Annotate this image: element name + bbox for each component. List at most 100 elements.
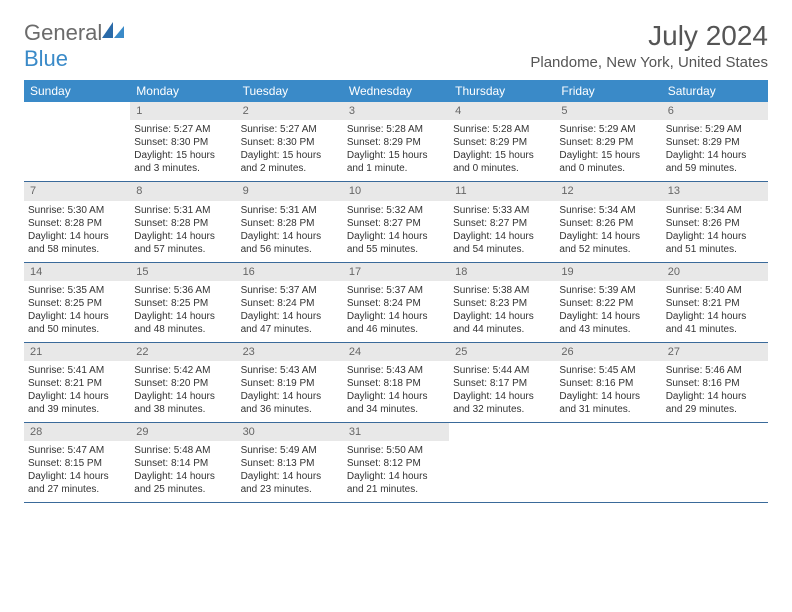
daylight-line: Daylight: 14 hours and 39 minutes. xyxy=(28,390,126,416)
day-body: Sunrise: 5:34 AMSunset: 8:26 PMDaylight:… xyxy=(662,201,768,262)
sunrise-line: Sunrise: 5:27 AM xyxy=(241,123,339,136)
day-body: Sunrise: 5:42 AMSunset: 8:20 PMDaylight:… xyxy=(130,361,236,422)
sunset-line: Sunset: 8:29 PM xyxy=(666,136,764,149)
daylight-line: Daylight: 14 hours and 56 minutes. xyxy=(241,230,339,256)
day-number: 15 xyxy=(130,263,236,281)
daylight-line: Daylight: 14 hours and 43 minutes. xyxy=(559,310,657,336)
sunrise-line: Sunrise: 5:43 AM xyxy=(241,364,339,377)
day-number: 25 xyxy=(449,343,555,361)
day-cell: 17Sunrise: 5:37 AMSunset: 8:24 PMDayligh… xyxy=(343,263,449,342)
day-cell: 2Sunrise: 5:27 AMSunset: 8:30 PMDaylight… xyxy=(237,102,343,181)
day-number: 22 xyxy=(130,343,236,361)
day-body: Sunrise: 5:31 AMSunset: 8:28 PMDaylight:… xyxy=(130,201,236,262)
daylight-line: Daylight: 14 hours and 48 minutes. xyxy=(134,310,232,336)
logo-part1: General xyxy=(24,20,102,45)
sunset-line: Sunset: 8:27 PM xyxy=(347,217,445,230)
month-title: July 2024 xyxy=(530,20,768,52)
logo-text: GeneralBlue xyxy=(24,20,124,72)
sunrise-line: Sunrise: 5:49 AM xyxy=(241,444,339,457)
location: Plandome, New York, United States xyxy=(530,54,768,71)
daylight-line: Daylight: 15 hours and 2 minutes. xyxy=(241,149,339,175)
day-cell: 24Sunrise: 5:43 AMSunset: 8:18 PMDayligh… xyxy=(343,343,449,422)
day-cell: 4Sunrise: 5:28 AMSunset: 8:29 PMDaylight… xyxy=(449,102,555,181)
day-number: 6 xyxy=(662,102,768,120)
sunrise-line: Sunrise: 5:48 AM xyxy=(134,444,232,457)
daylight-line: Daylight: 14 hours and 59 minutes. xyxy=(666,149,764,175)
day-header: Sunday xyxy=(24,80,130,102)
day-cell: 22Sunrise: 5:42 AMSunset: 8:20 PMDayligh… xyxy=(130,343,236,422)
day-cell: 18Sunrise: 5:38 AMSunset: 8:23 PMDayligh… xyxy=(449,263,555,342)
day-cell: 13Sunrise: 5:34 AMSunset: 8:26 PMDayligh… xyxy=(662,182,768,261)
day-cell: 3Sunrise: 5:28 AMSunset: 8:29 PMDaylight… xyxy=(343,102,449,181)
sunset-line: Sunset: 8:20 PM xyxy=(134,377,232,390)
sunrise-line: Sunrise: 5:38 AM xyxy=(453,284,551,297)
daylight-line: Daylight: 15 hours and 0 minutes. xyxy=(453,149,551,175)
calendar-page: GeneralBlue July 2024 Plandome, New York… xyxy=(0,0,792,523)
sunset-line: Sunset: 8:15 PM xyxy=(28,457,126,470)
week-row: 7Sunrise: 5:30 AMSunset: 8:28 PMDaylight… xyxy=(24,182,768,262)
day-cell: 30Sunrise: 5:49 AMSunset: 8:13 PMDayligh… xyxy=(237,423,343,502)
daylight-line: Daylight: 14 hours and 25 minutes. xyxy=(134,470,232,496)
day-number: 28 xyxy=(24,423,130,441)
sunrise-line: Sunrise: 5:37 AM xyxy=(241,284,339,297)
daylight-line: Daylight: 14 hours and 27 minutes. xyxy=(28,470,126,496)
day-number: 12 xyxy=(555,182,661,200)
sunset-line: Sunset: 8:28 PM xyxy=(241,217,339,230)
sunset-line: Sunset: 8:28 PM xyxy=(28,217,126,230)
sunrise-line: Sunrise: 5:47 AM xyxy=(28,444,126,457)
day-cell: 1Sunrise: 5:27 AMSunset: 8:30 PMDaylight… xyxy=(130,102,236,181)
day-number: 2 xyxy=(237,102,343,120)
sunrise-line: Sunrise: 5:31 AM xyxy=(241,204,339,217)
day-number: 21 xyxy=(24,343,130,361)
sunrise-line: Sunrise: 5:35 AM xyxy=(28,284,126,297)
sunrise-line: Sunrise: 5:42 AM xyxy=(134,364,232,377)
daylight-line: Daylight: 14 hours and 36 minutes. xyxy=(241,390,339,416)
day-number: 31 xyxy=(343,423,449,441)
day-header: Monday xyxy=(130,80,236,102)
sunset-line: Sunset: 8:24 PM xyxy=(241,297,339,310)
day-body: Sunrise: 5:47 AMSunset: 8:15 PMDaylight:… xyxy=(24,441,130,502)
daylight-line: Daylight: 14 hours and 44 minutes. xyxy=(453,310,551,336)
daylight-line: Daylight: 15 hours and 0 minutes. xyxy=(559,149,657,175)
daylight-line: Daylight: 14 hours and 23 minutes. xyxy=(241,470,339,496)
day-cell: 8Sunrise: 5:31 AMSunset: 8:28 PMDaylight… xyxy=(130,182,236,261)
day-cell: 28Sunrise: 5:47 AMSunset: 8:15 PMDayligh… xyxy=(24,423,130,502)
header: GeneralBlue July 2024 Plandome, New York… xyxy=(24,20,768,72)
daylight-line: Daylight: 15 hours and 1 minute. xyxy=(347,149,445,175)
week-row: 14Sunrise: 5:35 AMSunset: 8:25 PMDayligh… xyxy=(24,263,768,343)
daylight-line: Daylight: 15 hours and 3 minutes. xyxy=(134,149,232,175)
daylight-line: Daylight: 14 hours and 57 minutes. xyxy=(134,230,232,256)
day-cell: 9Sunrise: 5:31 AMSunset: 8:28 PMDaylight… xyxy=(237,182,343,261)
day-number: 1 xyxy=(130,102,236,120)
day-body: Sunrise: 5:36 AMSunset: 8:25 PMDaylight:… xyxy=(130,281,236,342)
daylight-line: Daylight: 14 hours and 32 minutes. xyxy=(453,390,551,416)
day-number: 17 xyxy=(343,263,449,281)
day-cell: 7Sunrise: 5:30 AMSunset: 8:28 PMDaylight… xyxy=(24,182,130,261)
day-header-row: Sunday Monday Tuesday Wednesday Thursday… xyxy=(24,80,768,102)
logo-sail-icon xyxy=(102,20,124,38)
sunrise-line: Sunrise: 5:43 AM xyxy=(347,364,445,377)
sunrise-line: Sunrise: 5:36 AM xyxy=(134,284,232,297)
day-number: 14 xyxy=(24,263,130,281)
day-cell: 25Sunrise: 5:44 AMSunset: 8:17 PMDayligh… xyxy=(449,343,555,422)
sunrise-line: Sunrise: 5:50 AM xyxy=(347,444,445,457)
day-body: Sunrise: 5:49 AMSunset: 8:13 PMDaylight:… xyxy=(237,441,343,502)
day-number: 3 xyxy=(343,102,449,120)
day-body: Sunrise: 5:45 AMSunset: 8:16 PMDaylight:… xyxy=(555,361,661,422)
day-cell: 26Sunrise: 5:45 AMSunset: 8:16 PMDayligh… xyxy=(555,343,661,422)
sunset-line: Sunset: 8:13 PM xyxy=(241,457,339,470)
week-row: 21Sunrise: 5:41 AMSunset: 8:21 PMDayligh… xyxy=(24,343,768,423)
daylight-line: Daylight: 14 hours and 34 minutes. xyxy=(347,390,445,416)
sunset-line: Sunset: 8:14 PM xyxy=(134,457,232,470)
day-body: Sunrise: 5:40 AMSunset: 8:21 PMDaylight:… xyxy=(662,281,768,342)
sunrise-line: Sunrise: 5:37 AM xyxy=(347,284,445,297)
day-cell: 12Sunrise: 5:34 AMSunset: 8:26 PMDayligh… xyxy=(555,182,661,261)
day-body: Sunrise: 5:29 AMSunset: 8:29 PMDaylight:… xyxy=(555,120,661,181)
day-body: Sunrise: 5:43 AMSunset: 8:19 PMDaylight:… xyxy=(237,361,343,422)
day-number: 8 xyxy=(130,182,236,200)
sunset-line: Sunset: 8:22 PM xyxy=(559,297,657,310)
day-number xyxy=(555,423,661,427)
daylight-line: Daylight: 14 hours and 41 minutes. xyxy=(666,310,764,336)
day-body: Sunrise: 5:31 AMSunset: 8:28 PMDaylight:… xyxy=(237,201,343,262)
sunrise-line: Sunrise: 5:28 AM xyxy=(453,123,551,136)
